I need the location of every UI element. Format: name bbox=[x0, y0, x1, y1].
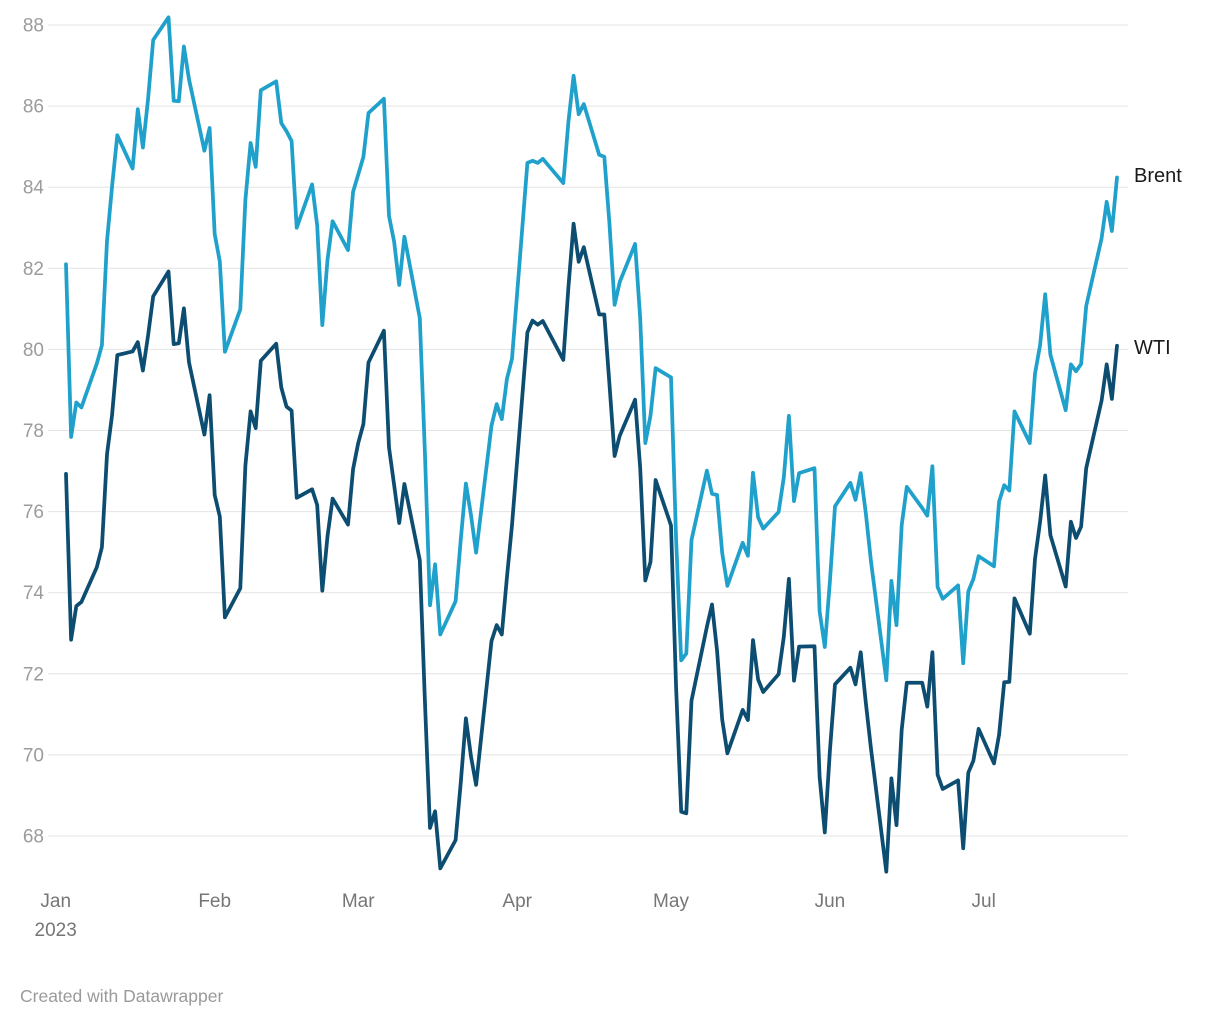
series-label-wti: WTI bbox=[1134, 337, 1171, 359]
y-axis-labels: 68 70 72 74 76 78 80 82 84 86 88 bbox=[23, 16, 45, 848]
series-label-brent: Brent bbox=[1134, 165, 1182, 187]
y-tick-label: 88 bbox=[23, 16, 44, 37]
y-tick-label: 68 bbox=[23, 827, 44, 848]
x-tick-label: Mar bbox=[342, 891, 375, 912]
x-tick-year-label: 2023 bbox=[35, 920, 77, 941]
x-tick-label: Feb bbox=[198, 891, 231, 912]
y-tick-label: 74 bbox=[23, 583, 45, 604]
brent-line[interactable] bbox=[64, 15, 1119, 683]
y-tick-label: 76 bbox=[23, 502, 44, 523]
x-tick-label: Jun bbox=[815, 891, 846, 912]
y-tick-label: 78 bbox=[23, 421, 44, 442]
y-tick-label: 80 bbox=[23, 340, 44, 361]
x-tick-label: Jul bbox=[972, 891, 996, 912]
y-tick-label: 72 bbox=[23, 664, 44, 685]
x-tick-label: May bbox=[653, 891, 689, 912]
wti-line[interactable] bbox=[64, 221, 1119, 874]
y-tick-label: 82 bbox=[23, 259, 44, 280]
x-tick-label: Jan bbox=[40, 891, 71, 912]
attribution-text: Created with Datawrapper bbox=[20, 986, 224, 1006]
x-axis-labels: Jan 2023 Feb Mar Apr May Jun Jul bbox=[35, 891, 996, 941]
x-tick-label: Apr bbox=[502, 891, 532, 912]
y-tick-label: 70 bbox=[23, 745, 44, 766]
gridlines bbox=[48, 24, 1128, 837]
y-tick-label: 84 bbox=[23, 178, 45, 199]
y-tick-label: 86 bbox=[23, 97, 44, 118]
